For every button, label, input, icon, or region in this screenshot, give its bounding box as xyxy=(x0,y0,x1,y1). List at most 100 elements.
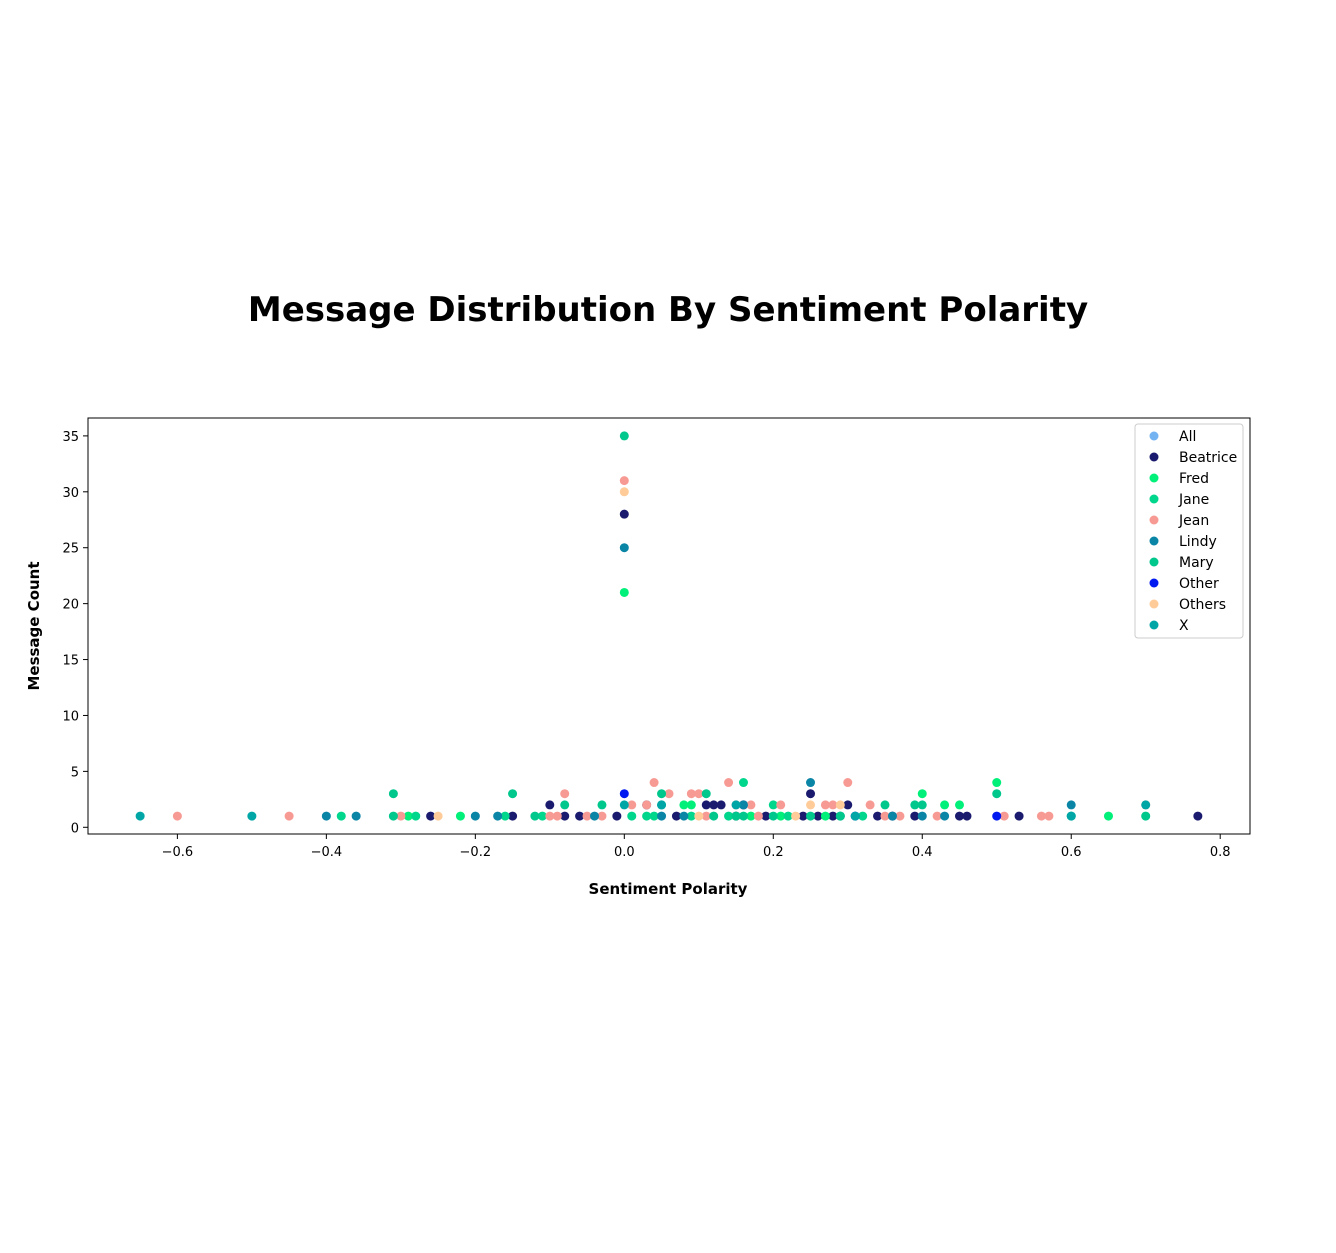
y-tick-label: 30 xyxy=(62,486,79,501)
x-axis-label: Sentiment Polarity xyxy=(589,880,748,898)
point-jean-22 xyxy=(828,800,838,810)
point-jean-24 xyxy=(865,800,875,810)
point-fred-5 xyxy=(746,811,756,821)
point-fred-0 xyxy=(403,811,413,821)
point-jean-9 xyxy=(627,800,637,810)
point-jane-1 xyxy=(411,811,421,821)
point-beatrice-24 xyxy=(962,811,972,821)
point-mary-15 xyxy=(835,811,845,821)
point-x-3 xyxy=(657,800,667,810)
point-fred-12 xyxy=(1103,811,1113,821)
point-beatrice-14 xyxy=(761,811,771,821)
legend-box xyxy=(1134,423,1244,639)
point-mary-16 xyxy=(880,800,890,810)
y-tick-label: 10 xyxy=(62,709,79,724)
point-jean-16 xyxy=(724,778,734,788)
point-beatrice-22 xyxy=(910,811,920,821)
point-jean-8 xyxy=(619,476,629,486)
point-jean-20 xyxy=(776,800,786,810)
point-jane-8 xyxy=(724,811,734,821)
point-lindy-13 xyxy=(940,811,950,821)
point-mary-21 xyxy=(1141,811,1151,821)
point-jean-19 xyxy=(753,811,763,821)
point-mary-11 xyxy=(731,811,741,821)
data-points xyxy=(135,431,1203,821)
point-other-0 xyxy=(619,789,629,799)
point-jean-27 xyxy=(932,811,942,821)
point-beatrice-5 xyxy=(612,811,622,821)
legend-label-other: Other xyxy=(1179,576,1219,592)
point-mary-18 xyxy=(917,800,927,810)
point-jean-13 xyxy=(686,789,696,799)
point-jean-26 xyxy=(895,811,905,821)
point-fred-7 xyxy=(820,811,830,821)
legend-label-x: X xyxy=(1179,618,1189,634)
point-jean-0 xyxy=(172,811,182,821)
point-beatrice-26 xyxy=(1193,811,1203,821)
legend-label-all: All xyxy=(1179,429,1196,445)
y-axis-ticks: 0 5 10 15 20 25 30 35 xyxy=(62,430,88,836)
point-lindy-2 xyxy=(470,811,480,821)
point-jane-5 xyxy=(642,811,652,821)
y-tick-label: 20 xyxy=(62,598,79,613)
point-lindy-14 xyxy=(1066,800,1076,810)
point-x-1 xyxy=(247,811,257,821)
point-others-4 xyxy=(806,800,816,810)
point-jean-11 xyxy=(649,778,659,788)
legend-marker-beatrice xyxy=(1149,452,1159,462)
legend-marker-x xyxy=(1149,620,1159,630)
point-others-3 xyxy=(791,811,801,821)
point-beatrice-18 xyxy=(828,811,838,821)
point-fred-3 xyxy=(679,800,689,810)
point-jean-3 xyxy=(545,811,555,821)
legend-label-jane: Jane xyxy=(1178,492,1209,508)
legend-marker-jane xyxy=(1149,494,1159,504)
x-tick-label: 0.0 xyxy=(614,845,635,860)
point-jean-18 xyxy=(746,800,756,810)
point-lindy-5 xyxy=(619,543,629,553)
point-fred-1 xyxy=(455,811,465,821)
point-jean-25 xyxy=(880,811,890,821)
y-tick-label: 5 xyxy=(71,765,79,780)
legend-marker-other xyxy=(1149,578,1159,588)
legend-marker-others xyxy=(1149,599,1159,609)
point-jane-10 xyxy=(768,800,778,810)
legend-label-mary: Mary xyxy=(1179,555,1214,571)
point-jean-15 xyxy=(701,811,711,821)
point-jean-4 xyxy=(552,811,562,821)
point-mary-5 xyxy=(597,800,607,810)
point-lindy-6 xyxy=(657,811,667,821)
point-beatrice-8 xyxy=(671,811,681,821)
point-beatrice-4 xyxy=(575,811,585,821)
point-jean-29 xyxy=(1036,811,1046,821)
point-mary-10 xyxy=(709,811,719,821)
legend-marker-lindy xyxy=(1149,536,1159,546)
point-lindy-8 xyxy=(738,800,748,810)
point-beatrice-23 xyxy=(955,811,964,821)
point-mary-6 xyxy=(619,431,629,441)
point-beatrice-17 xyxy=(813,811,823,821)
x-tick-label: 0.4 xyxy=(912,845,933,860)
point-beatrice-3 xyxy=(560,811,570,821)
plot-area xyxy=(87,417,1251,835)
y-axis-label: Message Count xyxy=(25,561,43,690)
point-lindy-9 xyxy=(806,778,816,788)
point-jane-2 xyxy=(500,811,510,821)
point-fred-11 xyxy=(992,778,1002,788)
point-beatrice-6 xyxy=(619,509,629,519)
legend-label-jean: Jean xyxy=(1178,513,1209,529)
point-lindy-3 xyxy=(493,811,503,821)
point-mary-13 xyxy=(768,811,778,821)
point-other-2 xyxy=(992,811,1002,821)
point-mary-19 xyxy=(992,789,1002,799)
point-others-0 xyxy=(433,811,443,821)
point-beatrice-19 xyxy=(843,800,853,810)
x-axis-ticks: −0.6 −0.4 −0.2 0.0 0.2 0.4 0.6 0.8 xyxy=(162,834,1231,860)
point-beatrice-1 xyxy=(508,811,518,821)
point-lindy-0 xyxy=(321,811,331,821)
point-mary-14 xyxy=(806,811,816,821)
point-jean-7 xyxy=(597,811,607,821)
point-fred-9 xyxy=(940,800,950,810)
y-tick-label: 25 xyxy=(62,542,79,557)
